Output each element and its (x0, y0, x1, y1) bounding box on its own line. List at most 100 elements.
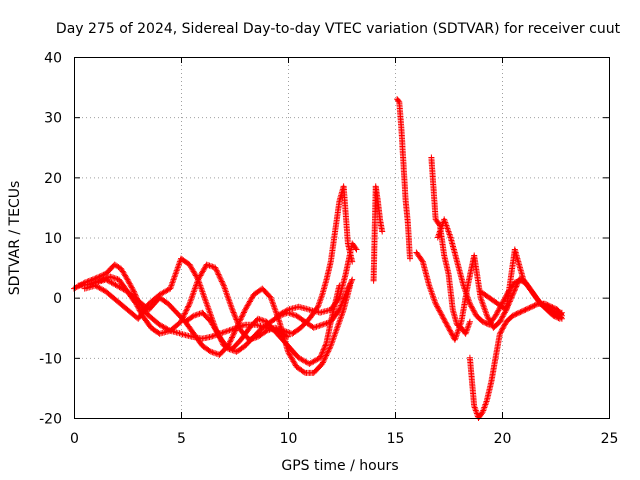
data-point (319, 359, 326, 366)
data-point (183, 306, 190, 313)
data-point (407, 255, 413, 262)
data-point (530, 303, 537, 310)
data-marks (71, 96, 565, 421)
series-trace-8 (394, 96, 413, 262)
data-point (240, 310, 247, 317)
y-tick-label: 10 (44, 231, 62, 247)
series-trace-2 (75, 183, 356, 343)
data-point (510, 290, 517, 297)
series-trace-5 (182, 276, 356, 355)
data-point (321, 356, 328, 363)
data-point (327, 344, 334, 351)
data-point (509, 312, 516, 319)
data-point (183, 307, 190, 314)
data-point (227, 338, 234, 345)
data-point (127, 282, 134, 288)
series-trace-13 (477, 246, 565, 319)
data-point (344, 287, 351, 293)
y-tick-label: -20 (39, 412, 62, 428)
data-point (319, 349, 326, 356)
data-point (418, 257, 425, 264)
data-point (526, 304, 533, 311)
data-point (235, 322, 241, 328)
data-point (231, 330, 237, 337)
data-point (395, 98, 402, 105)
data-point (216, 274, 223, 281)
data-point (322, 341, 329, 348)
data-point (236, 317, 243, 324)
data-point (336, 305, 343, 312)
y-axis-label: SDTVAR / TECUs (7, 181, 23, 296)
data-point (499, 325, 506, 332)
data-point (501, 321, 508, 328)
data-point (499, 314, 505, 321)
data-point (466, 318, 473, 325)
data-point (525, 305, 532, 312)
data-point (227, 337, 234, 344)
data-point (471, 404, 478, 411)
data-point (432, 300, 439, 307)
data-point (438, 311, 445, 318)
data-point (231, 328, 238, 335)
data-point (433, 302, 440, 308)
data-point (133, 302, 140, 308)
data-point (481, 319, 487, 326)
data-point (517, 309, 524, 316)
data-point (467, 302, 474, 308)
data-point (214, 268, 221, 275)
data-point (444, 322, 451, 329)
axis-ticks: 0 5 10 15 20 25 -20 -10 0 10 20 30 40 (39, 51, 618, 448)
data-point (550, 304, 557, 311)
data-point (440, 315, 447, 322)
x-tick-label: 0 (70, 431, 79, 447)
data-point (230, 331, 237, 338)
data-point (434, 304, 441, 311)
data-point (449, 331, 456, 338)
y-tick-label: 20 (44, 171, 62, 187)
data-point (283, 307, 290, 314)
data-point (345, 284, 352, 291)
data-point (232, 315, 239, 322)
data-point (379, 228, 386, 235)
data-point (213, 267, 220, 274)
chart-title: Day 275 of 2024, Sidereal Day-to-day VTE… (56, 21, 621, 37)
data-point (185, 303, 192, 310)
data-point (513, 279, 520, 285)
data-point (532, 301, 539, 308)
data-point (523, 306, 530, 313)
data-point (340, 295, 347, 302)
data-point (494, 308, 501, 315)
data-point (325, 347, 332, 353)
data-point (262, 328, 269, 335)
y-tick-label: 30 (44, 111, 62, 127)
data-point (482, 319, 489, 326)
data-point (325, 348, 332, 355)
data-point (214, 270, 221, 277)
data-point (234, 323, 241, 330)
data-point (516, 309, 523, 316)
data-point (557, 310, 564, 317)
data-point (434, 303, 441, 310)
data-point (189, 313, 196, 320)
data-point (321, 343, 328, 350)
data-point (510, 288, 517, 295)
data-point (346, 283, 353, 290)
data-point (522, 306, 529, 313)
data-point (218, 278, 225, 285)
data-point (492, 312, 499, 319)
data-point (446, 326, 453, 333)
data-point (238, 313, 245, 320)
data-point (229, 333, 236, 340)
data-point (194, 275, 201, 282)
data-point (439, 312, 446, 319)
data-point (435, 306, 442, 312)
data-point (181, 311, 188, 318)
x-tick-label: 20 (494, 431, 512, 447)
data-point (135, 306, 142, 312)
data-point (323, 352, 330, 359)
data-point (236, 319, 243, 326)
data-point (233, 324, 240, 331)
data-point (499, 313, 506, 320)
data-point (349, 276, 356, 283)
data-point (337, 303, 344, 310)
